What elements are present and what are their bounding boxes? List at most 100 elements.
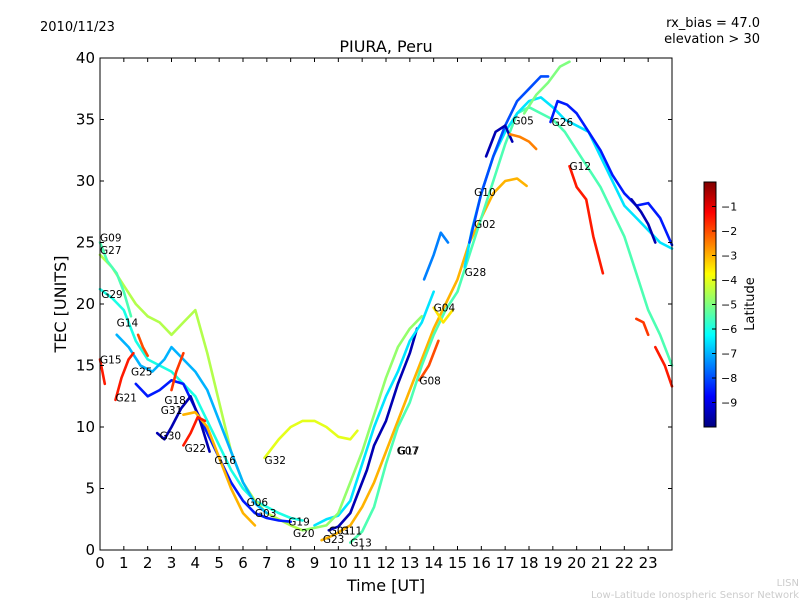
colorbar-tick-label: −8 [721,372,737,385]
colorbar-ticks: −1 −2 −3 −4 −5 −6 −7 −8 −9 [712,201,737,410]
tec-track [432,306,454,324]
tec-track [549,99,674,247]
x-tick-label: 23 [639,554,658,572]
x-tick-label: 9 [310,554,320,572]
x-tick-label: 6 [238,554,248,572]
x-tick-label: 10 [329,554,348,572]
tec-track [136,333,149,357]
y-tick-label: 30 [76,172,95,190]
tec-track [484,124,514,158]
tec-track [155,395,211,453]
colorbar-tick-label: −5 [721,299,737,312]
tec-track [115,333,269,515]
tec-track [313,290,435,527]
tec-track [98,241,133,318]
tec-track [320,177,528,542]
satellite-label: G14 [117,317,139,329]
satellite-label: G12 [570,161,592,173]
x-tick-label: 12 [376,554,395,572]
x-axis-label: Time [UT] [346,576,425,595]
x-tick-label: 18 [519,554,538,572]
x-tick-label: 1 [119,554,129,572]
colorbar-tick-label: −2 [721,225,737,238]
x-tick-label: 22 [615,554,634,572]
colorbar-tick-label: −4 [721,274,737,287]
y-axis-ticks: 0 5 10 15 20 25 30 35 40 [76,49,672,559]
x-tick-label: 20 [567,554,586,572]
tec-track [327,327,419,532]
tec-tracks [98,60,674,544]
satellite-label: G18 [164,395,186,407]
rx-bias-label: rx_bias = 47.0 [666,16,760,31]
satellite-label: G07 [397,445,419,457]
colorbar-tick-label: −3 [721,250,737,263]
date-label: 2010/11/23 [40,20,115,35]
tec-track [568,164,605,275]
elevation-label: elevation > 30 [664,32,760,47]
satellite-label: G28 [465,267,487,279]
colorbar-tick-label: −1 [721,201,737,214]
satellite-label: G01 [329,525,351,537]
tec-track [418,339,440,382]
satellite-label: G09 [100,233,122,245]
satellite-label: G19 [288,517,310,529]
satellite-label: G03 [255,508,277,520]
footer-org-long: Low-Latitude Ionospheric Sensor Network [591,590,799,600]
satellite-label: G32 [264,455,286,467]
x-tick-label: 7 [262,554,272,572]
tec-track [422,231,450,281]
colorbar-tick-label: −7 [721,348,737,361]
satellite-label: G15 [100,354,122,366]
satellite-label: G20 [293,528,315,540]
y-tick-label: 35 [76,111,95,129]
tec-track [98,253,304,532]
x-tick-label: 19 [543,554,562,572]
tec-track [654,345,674,388]
satellite-label: G05 [512,116,534,128]
satellite-label: G06 [247,497,269,509]
satellite-label: G11 [341,525,363,537]
tec-track [522,60,571,115]
x-tick-label: 5 [214,554,224,572]
satellite-label: G22 [185,443,207,455]
satellite-label: G31 [161,405,183,417]
x-tick-label: 4 [191,554,201,572]
y-tick-label: 5 [85,480,95,498]
y-tick-label: 10 [76,418,95,436]
satellite-label: G26 [552,117,574,129]
tec-track [114,351,135,402]
x-tick-label: 21 [591,554,610,572]
colorbar-tick-label: −9 [721,397,737,410]
satellite-label: G04 [434,303,456,315]
satellite-label: G08 [419,375,441,387]
tec-track [630,198,657,244]
x-tick-label: 13 [400,554,419,572]
tec-track [182,415,207,447]
tec-track [170,351,185,392]
satellite-label: G10 [474,187,496,199]
colorbar-label: Latitude [743,277,758,331]
satellite-label: G02 [474,219,496,231]
y-tick-label: 40 [76,49,95,67]
y-tick-label: 0 [85,541,95,559]
satellite-label: G23 [323,534,345,546]
x-tick-label: 15 [448,554,467,572]
tec-track [508,133,538,151]
x-tick-label: 8 [286,554,296,572]
x-tick-label: 11 [353,554,372,572]
footer-org-short: LISN [777,578,799,589]
satellite-label: G16 [214,455,236,467]
tec-track [301,315,424,532]
x-tick-label: 3 [167,554,177,572]
tec-track [182,410,257,527]
x-tick-label: 14 [424,554,443,572]
tec-track [263,419,359,460]
y-tick-label: 20 [76,295,95,313]
satellite-label: G25 [131,367,153,379]
y-tick-label: 15 [76,357,95,375]
satellite-label: G29 [101,289,123,301]
satellite-label: G30 [160,431,182,443]
latitude-colorbar: −1 −2 −3 −4 −5 −6 −7 −8 −9 Latitude [703,181,758,428]
